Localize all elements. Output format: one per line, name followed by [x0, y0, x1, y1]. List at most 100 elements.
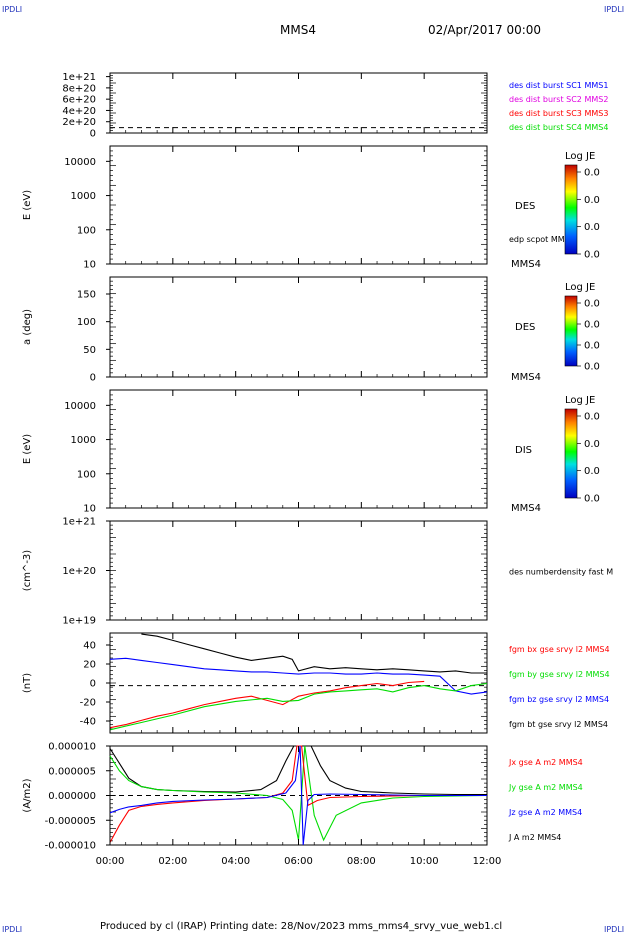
colorbar-tick-label: 0.0	[584, 362, 600, 373]
y-tick-label: 40	[83, 641, 96, 652]
instrument-label: DIS	[515, 445, 532, 456]
legend-entry: des dist burst SC3 MMS3	[509, 109, 608, 118]
y-axis-label: a (deg)	[22, 309, 33, 345]
colorbar-tick-label: 0.0	[584, 168, 600, 179]
y-tick-label: 10000	[64, 401, 96, 412]
corner-label-top-left: IPDLI	[2, 5, 22, 14]
panel-frame	[109, 145, 488, 265]
legend-entry: des numberdensity fast M	[509, 568, 613, 577]
series-line-3	[109, 680, 425, 729]
x-tick-label: 06:00	[284, 856, 313, 867]
y-tick-label: 100	[77, 225, 96, 236]
figure-date: 02/Apr/2017 00:00	[428, 23, 541, 37]
panel-4: 10000 1000 100 10 E (eV) DIS MMS4 Log JE 0.0 0.0 0…	[22, 389, 600, 515]
colorbar-tick-label: 0.0	[584, 195, 600, 206]
y-axis-label: E (eV)	[22, 434, 33, 464]
legend-entry: Jz gse A m2 MMS4	[508, 808, 582, 817]
y-tick-label: 100	[77, 469, 96, 480]
footer-text: Produced by cl (IRAP) Printing date: 28/…	[100, 921, 502, 932]
spacecraft-label: MMS4	[511, 503, 541, 514]
x-tick-label: 00:00	[96, 856, 125, 867]
y-tick-label: 10	[83, 504, 96, 515]
y-tick-label: 50	[83, 345, 96, 356]
corner-label-bottom-left: IPDLI	[2, 925, 22, 934]
y-axis-label: E (eV)	[22, 190, 33, 220]
y-tick-label: 1000	[71, 191, 96, 202]
instrument-label: DES	[515, 322, 535, 333]
y-tick-label: 20	[83, 660, 96, 671]
y-axis-label: (A/m2)	[22, 778, 33, 812]
panel-2: 10000 1000 100 10 E (eV) DES edp scpot MMS4 MMS…	[22, 145, 600, 271]
overlay-label: edp scpot MMS4	[509, 235, 575, 244]
panel-frame	[109, 276, 488, 378]
y-tick-label: 100	[77, 317, 96, 328]
panel-3: 150 100 50 0 a (deg) DES MMS4 Log JE 0.0 0.0 0.0 0.…	[22, 276, 600, 384]
colorbar-title: Log JE	[565, 282, 595, 293]
y-tick-label: 1e+21	[62, 517, 96, 528]
colorbar-tick-label: 0.0	[584, 341, 600, 352]
y-axis-label: (cm^-3)	[22, 550, 33, 591]
legend-entry: fgm bt gse srvy l2 MMS4	[509, 720, 608, 729]
y-tick-label: 150	[77, 290, 96, 301]
time-axis: 00:00 02:00 04:00 06:00 08:00 10:00 12:00	[96, 73, 502, 867]
panel-frame	[109, 520, 488, 621]
colorbar-tick-label: 0.0	[584, 466, 600, 477]
legend-entry: fgm bx gse srvy l2 MMS4	[509, 645, 610, 654]
colorbar-tick-label: 0.0	[584, 494, 600, 505]
y-tick-label: -0.000005	[45, 816, 96, 827]
figure-title: MMS4	[280, 23, 316, 37]
series-line-4	[109, 745, 487, 846]
y-tick-label: 0	[90, 129, 96, 140]
panel-6: 40 20 0 -20 -40 (nT) fgm bx gse srvy l2 MMS4 fg…	[22, 632, 610, 734]
y-tick-label: 8e+20	[62, 83, 96, 94]
y-tick-label: 1e+20	[62, 566, 96, 577]
colorbar-tick-label: 0.0	[584, 320, 600, 331]
y-tick-label: -40	[80, 717, 96, 728]
panel-5: 1e+21 1e+20 1e+19 (cm^-3) des numberdensity …	[22, 517, 613, 627]
colorbar-title: Log JE	[565, 151, 595, 162]
y-tick-label: 6e+20	[62, 95, 96, 106]
spacecraft-label: MMS4	[511, 372, 541, 383]
y-tick-label: -0.000010	[45, 841, 96, 852]
colorbar	[564, 164, 578, 255]
panel-7: 0.000010 0.000005 0.000000 -0.000005 -0.0000…	[22, 742, 583, 852]
y-tick-label: 0.000010	[48, 742, 96, 753]
legend-entry: des dist burst SC4 MMS4	[509, 123, 608, 132]
legend-entry: des dist burst SC2 MMS2	[509, 95, 608, 104]
series-line-1	[141, 633, 487, 674]
series-line-4	[109, 682, 488, 731]
panel-frame	[109, 389, 488, 509]
legend-entry: des dist burst SC1 MMS1	[509, 81, 608, 90]
x-tick-label: 08:00	[347, 856, 376, 867]
colorbar	[564, 408, 578, 499]
legend-entry: Jx gse A m2 MMS4	[508, 758, 583, 767]
corner-label-bottom-right: IPDLI	[604, 925, 624, 934]
panel-frame	[109, 632, 488, 734]
series-line-2	[109, 745, 488, 842]
x-tick-label: 04:00	[221, 856, 250, 867]
colorbar-title: Log JE	[565, 395, 595, 406]
legend-entry: Jy gse A m2 MMS4	[508, 783, 583, 792]
colorbar-tick-label: 0.0	[584, 412, 600, 423]
instrument-label: DES	[515, 201, 535, 212]
y-tick-label: 1000	[71, 435, 96, 446]
y-tick-label: 10	[83, 260, 96, 271]
y-tick-label: 1e+21	[62, 72, 96, 83]
y-tick-label: -20	[80, 698, 96, 709]
y-tick-label: 0.000000	[48, 791, 96, 802]
x-tick-label: 10:00	[410, 856, 439, 867]
y-tick-label: 0	[90, 679, 96, 690]
y-tick-label: 10000	[64, 157, 96, 168]
colorbar-tick-label: 0.0	[584, 299, 600, 310]
x-tick-label: 12:00	[473, 856, 502, 867]
legend-entry: fgm bz gse srvy l2 MMS4	[509, 695, 609, 704]
series-line-2	[109, 657, 488, 695]
y-tick-label: 0.000005	[48, 766, 96, 777]
y-axis-label: (nT)	[22, 673, 33, 693]
series-line-3	[109, 745, 487, 843]
legend-entry: fgm by gse srvy l2 MMS4	[509, 670, 610, 679]
y-tick-label: 2e+20	[62, 117, 96, 128]
colorbar	[564, 295, 578, 367]
